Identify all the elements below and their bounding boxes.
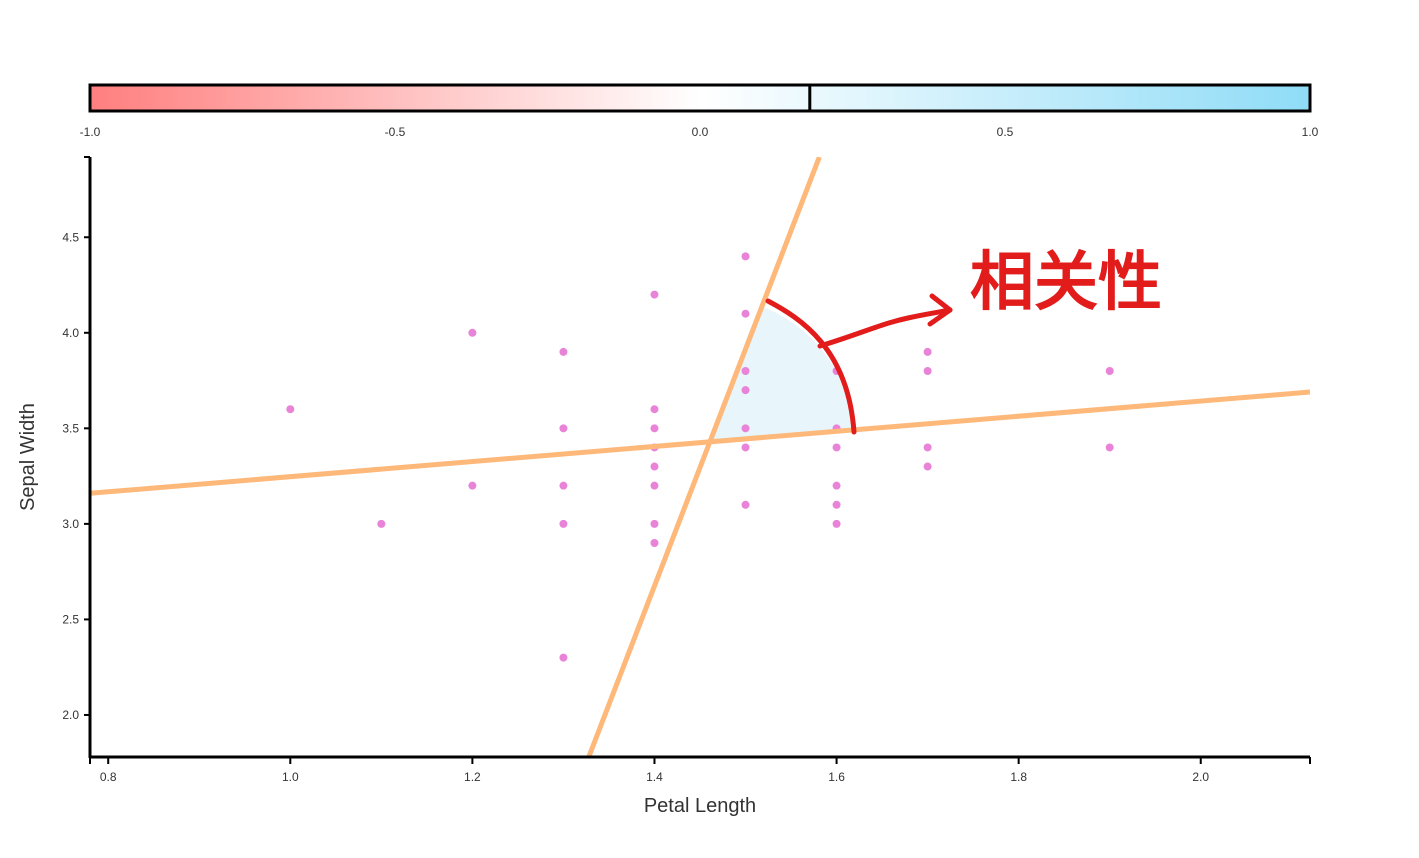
y-axis-title: Sepal Width [17,403,39,511]
colorbar-tick-label: 1.0 [1302,125,1319,139]
annotation-arrow [817,307,953,349]
data-point [741,424,750,433]
data-point [832,519,841,528]
data-point [559,347,568,356]
regression-lines [90,157,1310,757]
data-point [650,290,659,299]
x-tick-label: 1.8 [1010,770,1027,784]
data-point [741,386,750,395]
y-tick-label: 3.0 [62,517,79,531]
data-point [1105,367,1114,376]
annotation-label: 相关性 [970,246,1162,320]
data-point [650,405,659,414]
hand-annotation [765,293,953,435]
colorbar-tick-label: -0.5 [385,125,406,139]
y-axis: 2.0 2.5 3.0 3.5 4.0 4.5 Sepal Width [17,156,92,758]
x-axis: 0.8 1.0 1.2 1.4 1.6 1.8 2.0 Petal Length [89,755,1311,817]
data-point [832,500,841,509]
data-point [377,519,386,528]
data-point [923,443,932,452]
data-point [741,500,750,509]
data-point [559,519,568,528]
data-point [559,424,568,433]
x-tick-label: 1.6 [828,770,845,784]
colorbar-tick-label: 0.5 [997,125,1014,139]
data-point [741,252,750,261]
y-tick-label: 4.0 [62,326,79,340]
data-point [650,481,659,490]
plot-area [90,157,1310,757]
regression-line [90,389,1310,496]
data-point [559,653,568,662]
y-tick-label: 2.5 [62,612,79,626]
data-point [832,443,841,452]
regression-line [586,157,822,757]
data-point [286,405,295,414]
x-tick-label: 2.0 [1192,770,1209,784]
data-point [650,538,659,547]
data-point [741,367,750,376]
correlation-angle-fill [709,306,855,442]
data-point [923,367,932,376]
x-tick-label: 1.4 [646,770,663,784]
x-axis-title: Petal Length [644,795,756,817]
x-tick-label: 1.2 [464,770,481,784]
data-point [832,481,841,490]
annotation-arc [765,298,857,435]
y-tick-label: 2.0 [62,708,79,722]
y-tick-label: 3.5 [62,421,79,435]
data-point [1105,443,1114,452]
annotation-arrowhead [927,293,953,327]
colorbar: -1.0 -0.5 0.0 0.5 1.0 [80,83,1319,139]
data-point [650,424,659,433]
data-point [923,347,932,356]
data-point [741,443,750,452]
data-point [559,481,568,490]
colorbar-gradient [88,83,1312,113]
data-point [650,462,659,471]
colorbar-tick-label: -1.0 [80,125,101,139]
data-point [741,309,750,318]
colorbar-tick-label: 0.0 [692,125,709,139]
data-point [468,481,477,490]
data-point [923,462,932,471]
data-point [650,519,659,528]
x-tick-label: 1.0 [282,770,299,784]
y-tick-label: 4.5 [62,230,79,244]
data-point [468,328,477,337]
x-tick-label: 0.8 [100,770,117,784]
